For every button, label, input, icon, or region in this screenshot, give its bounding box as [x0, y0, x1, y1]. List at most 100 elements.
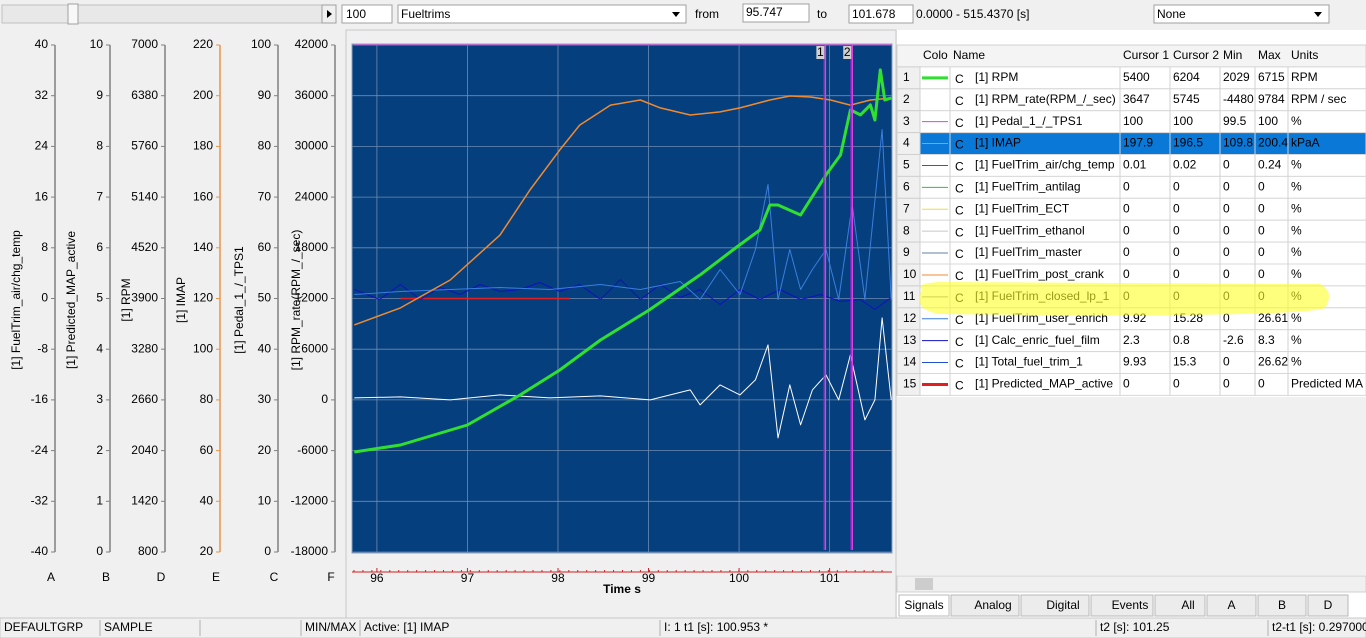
group-dropdown[interactable]	[397, 4, 687, 24]
table-cell: 196.5	[1173, 136, 1203, 150]
row-number: 7	[903, 201, 910, 215]
tab[interactable]	[1257, 594, 1307, 617]
tab[interactable]	[1307, 594, 1349, 617]
cursor-tag[interactable]	[843, 46, 852, 59]
tick-label: 4520	[131, 240, 158, 254]
axis-letter[interactable]: C	[270, 570, 279, 584]
table-cell: [1] Predicted_MAP_active	[975, 377, 1113, 391]
table-cell: 200.4	[1258, 136, 1288, 150]
row-number: 10	[903, 267, 917, 281]
time-slider[interactable]	[1, 4, 337, 24]
row-number: 14	[903, 355, 917, 369]
row-number: 3	[903, 114, 910, 128]
table-cell: [1] RPM_rate(RPM_/_sec)	[975, 92, 1116, 106]
table-cell: 8.3	[1258, 333, 1275, 347]
tab[interactable]	[950, 594, 1020, 617]
tick-label: -24	[31, 443, 49, 457]
tab-label[interactable]: D	[1324, 598, 1333, 612]
table-cell: 3647	[1123, 92, 1150, 106]
row-number: 6	[903, 180, 910, 194]
table-cell: Predicted MA	[1291, 377, 1363, 391]
tab-label[interactable]: Signals	[904, 598, 943, 612]
axis-letter[interactable]: D	[157, 570, 166, 584]
from-input[interactable]	[742, 3, 810, 23]
tick-label: 42000	[295, 37, 329, 51]
row-number: 13	[903, 333, 917, 347]
table-cell: %	[1291, 201, 1302, 215]
row-number: 15	[903, 377, 917, 391]
tab-label[interactable]: All	[1181, 598, 1194, 612]
table-cell: RPM / sec	[1291, 92, 1346, 106]
column-header[interactable]: Units	[1291, 48, 1318, 62]
table-cell: 0	[1223, 223, 1230, 237]
tick-label: 32	[35, 88, 49, 102]
axis-letter[interactable]: A	[47, 570, 55, 584]
slider-thumb[interactable]	[67, 3, 79, 25]
from-value: 95.747	[746, 5, 783, 19]
tab-label[interactable]: Digital	[1046, 598, 1079, 612]
tab[interactable]	[1090, 594, 1154, 617]
tick-label: 70	[258, 189, 272, 203]
tab[interactable]	[1154, 594, 1206, 617]
table-cell: -2.6	[1223, 333, 1244, 347]
table-cell: [1] Calc_enric_fuel_film	[975, 333, 1100, 347]
table-cell: 100	[1123, 114, 1143, 128]
table-cell: 0	[1173, 267, 1180, 281]
tick-label: -16	[31, 392, 49, 406]
tick-label: 20	[200, 544, 214, 558]
tick-label: -32	[31, 493, 49, 507]
tab[interactable]	[1020, 594, 1090, 617]
table-cell: [1] FuelTrim_antilag	[975, 180, 1081, 194]
table-cell: 0	[1173, 180, 1180, 194]
tick-label: 60	[258, 240, 272, 254]
row-number: 11	[903, 289, 916, 303]
table-cell: 197.9	[1123, 136, 1153, 150]
tick-label: 2	[96, 443, 103, 457]
compare-value: None	[1157, 7, 1186, 21]
compare-dropdown[interactable]	[1153, 4, 1330, 24]
column-header[interactable]: Cursor 1	[1123, 48, 1169, 62]
column-header[interactable]: Min	[1223, 48, 1242, 62]
table-cell: 0	[1223, 180, 1230, 194]
tick-label: 3280	[131, 341, 158, 355]
axis-letter[interactable]: B	[102, 570, 110, 584]
axis-title: [1] RPM_rate(RPM_/_sec)	[289, 230, 303, 371]
column-header[interactable]: Cursor 2	[1173, 48, 1219, 62]
tick-label: 36000	[295, 88, 329, 102]
table-cell: [1] RPM	[975, 70, 1018, 84]
tab-label[interactable]: B	[1278, 598, 1286, 612]
tick-label: 9	[96, 88, 103, 102]
table-cell: [1] FuelTrim_ECT	[975, 201, 1070, 215]
axis-letter[interactable]: E	[212, 570, 220, 584]
column-header[interactable]: Max	[1258, 48, 1281, 62]
tab-label[interactable]: Events	[1112, 598, 1149, 612]
table-cell: 15.3	[1173, 355, 1197, 369]
tab[interactable]	[898, 594, 950, 617]
tick-label: 1420	[131, 493, 158, 507]
tab-label[interactable]: Analog	[974, 598, 1011, 612]
tab[interactable]	[1206, 594, 1257, 617]
axis-letter[interactable]: F	[327, 570, 334, 584]
x-tick-label: 96	[370, 571, 384, 585]
table-cell: 0	[1223, 267, 1230, 281]
column-header[interactable]: Name	[953, 48, 985, 62]
x-tick-label: 101	[820, 571, 840, 585]
tab-label[interactable]: A	[1227, 598, 1235, 612]
status-field: t2 [s]: 101.25	[1100, 620, 1170, 634]
to-input[interactable]	[848, 4, 914, 24]
horizontal-scrollbar[interactable]	[896, 575, 1366, 593]
zoom-spinbox[interactable]	[341, 4, 393, 24]
table-cell: 0	[1123, 180, 1130, 194]
tick-label: 100	[251, 37, 271, 51]
tick-label: -8	[37, 341, 48, 355]
tick-label: 0	[264, 544, 271, 558]
tick-label: 10	[258, 493, 272, 507]
column-header[interactable]: Colo	[923, 48, 948, 62]
tick-label: 5760	[131, 139, 158, 153]
x-tick-label: 97	[461, 571, 475, 585]
tick-label: -18000	[291, 544, 329, 558]
cursor-tag[interactable]	[816, 46, 825, 59]
scroll-thumb[interactable]	[915, 578, 933, 590]
table-cell: 0	[1258, 201, 1265, 215]
signal-icon: C	[955, 313, 964, 327]
